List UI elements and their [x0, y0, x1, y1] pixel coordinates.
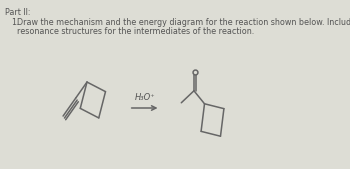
Text: Part II:: Part II: [5, 8, 30, 17]
Text: H₃O⁺: H₃O⁺ [134, 93, 155, 102]
Text: resonance structures for the intermediates of the reaction.: resonance structures for the intermediat… [17, 27, 254, 36]
Text: 1.: 1. [11, 18, 19, 27]
Text: Draw the mechanism and the energy diagram for the reaction shown below. Include : Draw the mechanism and the energy diagra… [17, 18, 350, 27]
